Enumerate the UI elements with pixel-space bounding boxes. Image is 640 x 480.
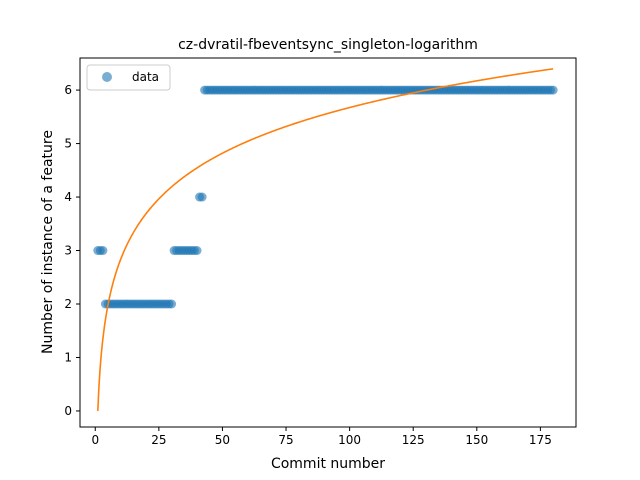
- data-point: [197, 192, 207, 202]
- data-point: [167, 299, 177, 309]
- x-tick-label: 50: [215, 433, 230, 447]
- plot-area: [93, 68, 558, 411]
- y-tick-label: 5: [64, 137, 72, 151]
- legend: data: [86, 64, 171, 91]
- chart-title: cz-dvratil-fbeventsync_singleton-logarit…: [178, 37, 478, 53]
- y-axis-label: Number of instance of a feature: [40, 130, 56, 354]
- x-tick-label: 100: [338, 433, 361, 447]
- data-point: [192, 246, 202, 256]
- data-point: [548, 85, 558, 95]
- data-point: [98, 246, 108, 256]
- legend-box: [86, 64, 171, 91]
- y-tick-label: 0: [64, 404, 72, 418]
- x-axis-label: Commit number: [271, 456, 385, 472]
- fit-line: [97, 68, 554, 411]
- y-tick-label: 3: [64, 244, 72, 258]
- x-tick-label: 175: [529, 433, 552, 447]
- x-tick-label: 25: [151, 433, 166, 447]
- y-tick-label: 1: [64, 350, 72, 364]
- x-tick-label: 150: [465, 433, 488, 447]
- legend-label-data: data: [132, 70, 159, 84]
- fit-line-layer: [97, 68, 554, 411]
- axes-frame: [79, 57, 577, 428]
- y-axis-ticks: 0 1 2 3 4 5 6: [64, 83, 80, 418]
- x-tick-label: 125: [402, 433, 425, 447]
- y-tick-label: 2: [64, 297, 72, 311]
- y-tick-label: 4: [64, 190, 72, 204]
- legend-marker-data: [102, 72, 112, 82]
- y-tick-label: 6: [64, 83, 72, 97]
- x-tick-label: 0: [91, 433, 99, 447]
- x-tick-label: 75: [278, 433, 293, 447]
- x-axis-ticks: 0 25 50 75 100 125 150 175: [91, 427, 552, 447]
